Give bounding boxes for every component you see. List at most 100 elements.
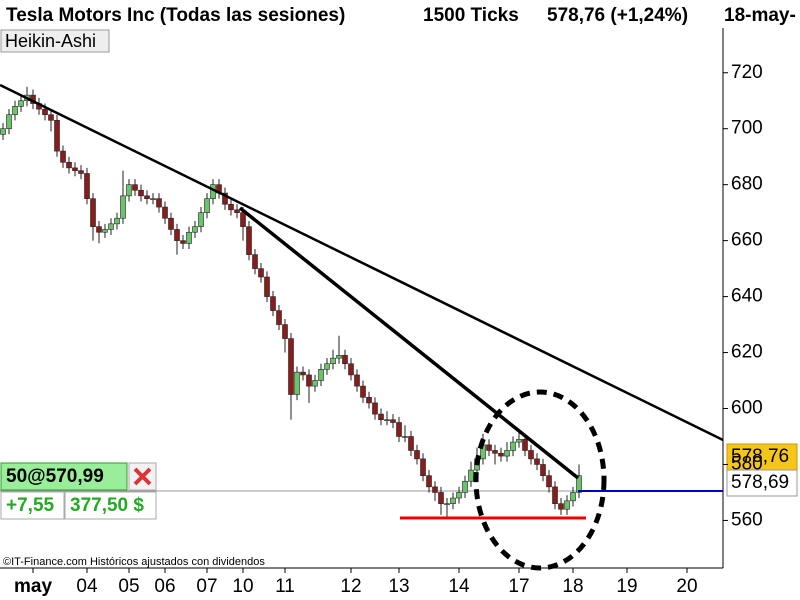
x-tick-label: 17: [508, 576, 529, 597]
candle-up: [120, 195, 126, 219]
candle-up: [0, 128, 6, 135]
close-icon: [133, 467, 152, 486]
candle-down: [42, 108, 48, 116]
y-tick-label: 600: [731, 398, 763, 419]
candle-up: [294, 371, 300, 395]
candle-down: [168, 217, 174, 230]
x-tick-label: 05: [118, 576, 139, 597]
x-tick-label: 07: [196, 576, 217, 597]
x-tick-label: 14: [448, 576, 470, 597]
candle-up: [402, 436, 408, 438]
pnl-box: [0, 491, 65, 520]
candle-down: [90, 198, 96, 227]
pnl: +7,55: [6, 495, 55, 516]
candle-down: [552, 486, 558, 504]
candle-down: [246, 226, 252, 255]
candle-up: [564, 500, 570, 510]
trendline: [238, 206, 580, 480]
y-tick-label: 640: [731, 286, 763, 307]
candle-up: [312, 380, 318, 387]
candle-down: [252, 254, 258, 269]
candle-up: [576, 475, 582, 493]
style-box[interactable]: [0, 29, 110, 53]
candle-down: [432, 486, 438, 493]
x-tick-label: 11: [275, 576, 295, 597]
candle-down: [300, 371, 306, 376]
candle-down: [372, 402, 378, 415]
candle-up: [504, 450, 510, 457]
y-tick-label: 580: [731, 453, 763, 474]
candle-down: [156, 198, 162, 208]
x-tick-label: 18: [562, 576, 583, 597]
candle-down: [240, 212, 246, 227]
x-tick-label: 20: [676, 576, 697, 597]
last-price-label: 578,76: [731, 446, 789, 467]
date: 18-may-: [724, 5, 796, 26]
x-tick-label: 12: [340, 576, 361, 597]
candle-up: [204, 198, 210, 213]
y-tick-label: 560: [731, 509, 763, 530]
candle-up: [126, 184, 132, 197]
candle-up: [186, 231, 192, 244]
candle-up: [192, 226, 198, 233]
candle-down: [60, 150, 66, 163]
x-tick-label: 04: [76, 576, 98, 597]
y-tick-label: 680: [731, 174, 763, 195]
candle-down: [282, 324, 288, 339]
candle-down: [558, 503, 564, 510]
candle-down: [492, 450, 498, 454]
candle-down: [84, 173, 90, 199]
candle-down: [162, 206, 168, 219]
order-box[interactable]: [0, 462, 128, 491]
candle-up: [12, 106, 18, 116]
amount: 377,50 $: [70, 495, 144, 516]
candle-down: [180, 240, 186, 244]
candle-up: [114, 217, 120, 225]
y-tick-label: 660: [731, 230, 763, 251]
candle-down: [78, 170, 84, 174]
candle-up: [336, 355, 342, 359]
candle-up: [330, 357, 336, 365]
order-label: 50@570,99: [6, 466, 104, 487]
y-tick-label: 720: [731, 62, 763, 83]
candle-up: [462, 480, 468, 493]
candle-down: [546, 475, 552, 488]
trendline: [0, 83, 724, 442]
candle-down: [414, 450, 420, 460]
candle-down: [360, 385, 366, 398]
interval: 1500 Ticks: [423, 5, 519, 26]
candle-down: [228, 203, 234, 211]
candle-up: [570, 492, 576, 502]
candle-down: [222, 192, 228, 205]
candle-up: [6, 114, 12, 130]
x-tick-label: may: [14, 576, 52, 597]
candle-up: [516, 438, 522, 443]
candle-down: [426, 475, 432, 488]
y-tick-label: 620: [731, 342, 763, 363]
candle-down: [396, 422, 402, 437]
candle-down: [408, 436, 414, 451]
candle-up: [450, 497, 456, 504]
candle-down: [354, 374, 360, 387]
candle-up: [318, 369, 324, 381]
title: Tesla Motors Inc (Todas las sesiones): [6, 5, 345, 26]
candle-down: [54, 120, 60, 152]
candle-down: [420, 458, 426, 476]
candle-up: [444, 503, 450, 505]
x-tick-label: 10: [232, 576, 253, 597]
close-order-button[interactable]: [128, 462, 157, 491]
candle-down: [378, 413, 384, 421]
x-tick-label: 06: [154, 576, 175, 597]
last-price-box: [726, 443, 798, 471]
candle-down: [540, 464, 546, 476]
candle-up: [510, 441, 516, 451]
price-change: 578,76 (+1,24%): [547, 5, 688, 26]
candle-up: [102, 229, 108, 233]
highlight-ellipse: [473, 389, 607, 571]
candle-down: [522, 438, 528, 451]
x-tick-label: 13: [388, 576, 409, 597]
candle-up: [324, 363, 330, 370]
candle-up: [18, 100, 24, 107]
candle-down: [366, 397, 372, 404]
